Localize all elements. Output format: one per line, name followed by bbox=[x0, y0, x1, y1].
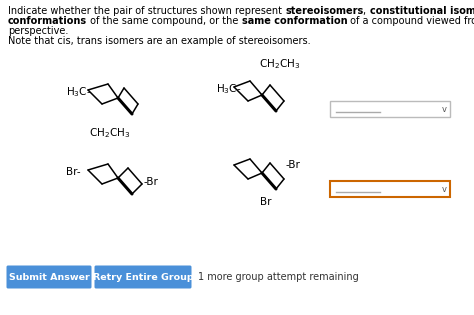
Text: of the same compound, or the: of the same compound, or the bbox=[87, 16, 242, 26]
Bar bbox=[330, 181, 450, 197]
Text: same conformation: same conformation bbox=[242, 16, 347, 26]
Text: stereoisomers: stereoisomers bbox=[285, 6, 364, 16]
Text: Br: Br bbox=[260, 197, 272, 207]
FancyBboxPatch shape bbox=[7, 266, 91, 289]
Text: Submit Answer: Submit Answer bbox=[9, 272, 90, 282]
Text: ,: , bbox=[364, 6, 370, 16]
Text: Retry Entire Group: Retry Entire Group bbox=[93, 272, 193, 282]
Text: H$_3$C-: H$_3$C- bbox=[66, 85, 91, 99]
Text: 1 more group attempt remaining: 1 more group attempt remaining bbox=[198, 272, 359, 282]
Text: Indicate whether the pair of structures shown represent: Indicate whether the pair of structures … bbox=[8, 6, 285, 16]
Text: conformations: conformations bbox=[8, 16, 87, 26]
Text: v: v bbox=[441, 105, 447, 113]
Text: CH$_2$CH$_3$: CH$_2$CH$_3$ bbox=[90, 126, 131, 140]
Bar bbox=[330, 101, 450, 117]
Text: -Br: -Br bbox=[286, 160, 301, 170]
Text: H$_3$C-: H$_3$C- bbox=[216, 82, 241, 96]
Text: CH$_2$CH$_3$: CH$_2$CH$_3$ bbox=[259, 57, 301, 71]
Text: Note that cis, trans isomers are an example of stereoisomers.: Note that cis, trans isomers are an exam… bbox=[8, 36, 310, 46]
Text: constitutional isomers: constitutional isomers bbox=[370, 6, 474, 16]
Text: -Br: -Br bbox=[144, 177, 159, 187]
Text: v: v bbox=[441, 185, 447, 193]
Text: of a compound viewed from a different: of a compound viewed from a different bbox=[347, 16, 474, 26]
Text: Br-: Br- bbox=[66, 167, 81, 177]
FancyBboxPatch shape bbox=[94, 266, 191, 289]
Text: perspective.: perspective. bbox=[8, 26, 68, 36]
